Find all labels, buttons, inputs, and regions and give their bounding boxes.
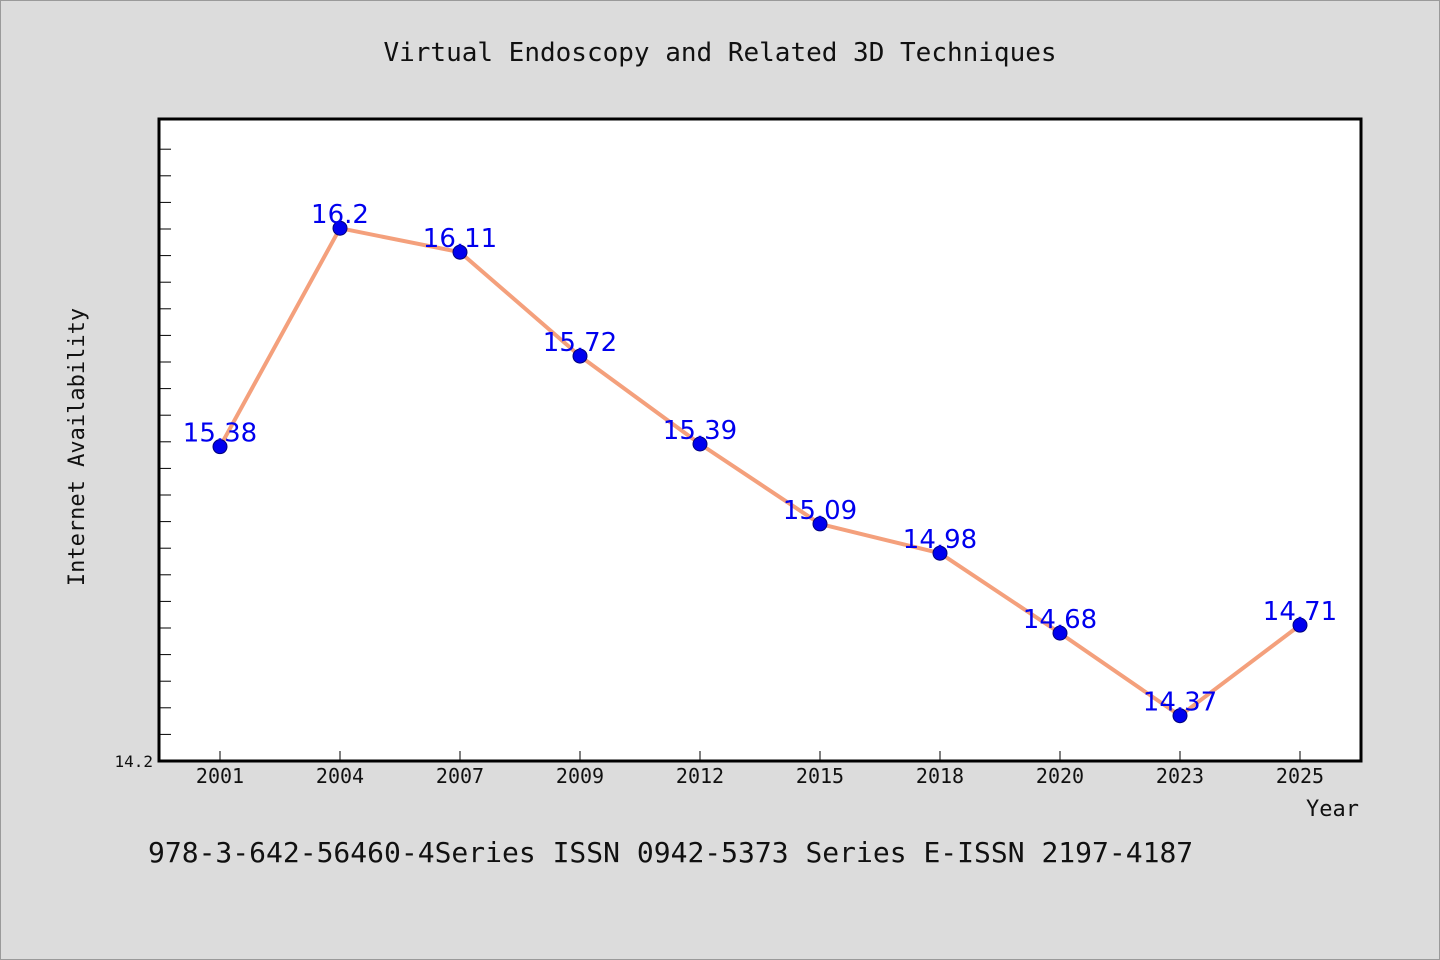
x-tick-label: 2025 — [1276, 764, 1324, 788]
x-tick-label: 2004 — [316, 764, 364, 788]
data-label: 15.38 — [183, 419, 257, 449]
x-tick-label: 2007 — [436, 764, 484, 788]
y-axis-ticks: 14.2 — [114, 148, 171, 771]
data-point — [332, 220, 348, 236]
x-tick-label: 2001 — [196, 764, 244, 788]
x-tick-label: 2018 — [916, 764, 964, 788]
data-label: 16.2 — [311, 200, 369, 230]
data-label: 14.37 — [1143, 688, 1217, 718]
data-point — [1172, 708, 1188, 724]
chart-title: Virtual Endoscopy and Related 3D Techniq… — [383, 38, 1056, 68]
data-point — [212, 439, 228, 455]
x-tick-label: 2020 — [1036, 764, 1084, 788]
series-line — [218, 226, 1302, 718]
series-layer — [212, 220, 1308, 724]
x-tick-label: 2009 — [556, 764, 604, 788]
data-label: 14.68 — [1023, 605, 1097, 635]
data-point — [1292, 617, 1308, 633]
x-tick-label: 2023 — [1156, 764, 1204, 788]
data-point — [452, 244, 468, 260]
data-label: 15.39 — [663, 416, 737, 446]
footer-isbn-text: 978-3-642-56460-4Series ISSN 0942-5373 S… — [148, 836, 1193, 869]
data-label: 14.71 — [1263, 597, 1337, 627]
x-tick-label: 2012 — [676, 764, 724, 788]
x-axis-label: Year — [1306, 797, 1359, 822]
data-point — [1052, 625, 1068, 641]
x-tick-label: 2015 — [796, 764, 844, 788]
data-label: 15.09 — [783, 496, 857, 526]
data-label: 15.72 — [543, 328, 617, 358]
data-point — [812, 516, 828, 532]
data-labels: 15.38 16.2 16.11 15.72 15.39 15.09 14.98 14.68 1… — [183, 200, 1337, 717]
data-label: 14.98 — [903, 525, 977, 555]
y-tick-label: 14.2 — [114, 752, 153, 771]
data-point — [932, 545, 948, 561]
y-axis-label: Internet Availability — [65, 308, 90, 586]
x-axis-ticks: 2001 2004 2007 2009 2012 2015 2018 2020 2023 2025 — [196, 751, 1324, 788]
data-point — [692, 436, 708, 452]
plot-area — [157, 117, 1363, 763]
data-label: 16.11 — [423, 224, 497, 254]
data-point — [572, 348, 588, 364]
